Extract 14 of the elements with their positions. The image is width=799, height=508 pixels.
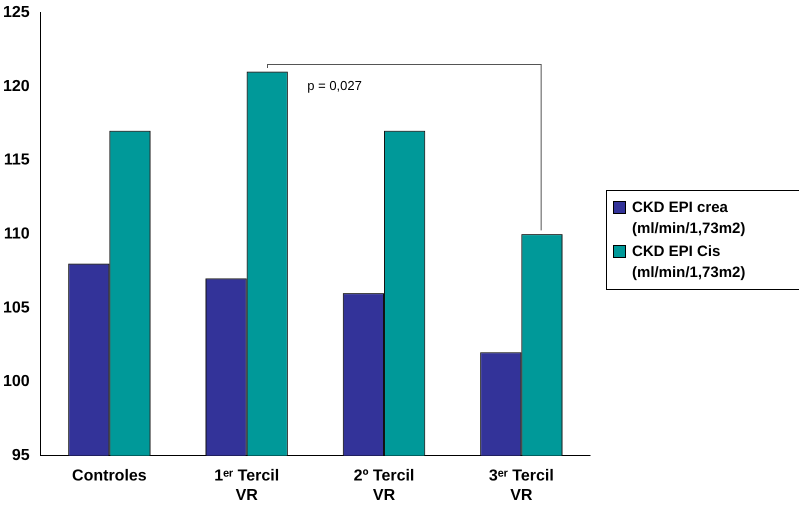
x-tick-label: 1ᵉʳ Tercil VR — [214, 468, 280, 504]
y-tick-label: 125 — [2, 4, 30, 22]
y-tick-label: 110 — [4, 226, 30, 243]
y-tick-label: 120 — [2, 78, 30, 95]
legend-label: CKD EPI crea (ml/min/1,73m2) — [632, 198, 746, 239]
y-tick-label: 105 — [2, 299, 30, 316]
legend-label: CKD EPI Cis (ml/min/1,73m2) — [632, 242, 746, 283]
annotation: p = 0,027 — [307, 78, 362, 93]
x-tick-label: 2º Tercil VR — [354, 468, 414, 504]
y-tick-label: 115 — [4, 152, 30, 169]
x-tick-label: 3ᵉʳ Tercil VR — [488, 468, 554, 504]
y-tick-label: 95 — [12, 447, 30, 464]
y-tick-label: 100 — [2, 373, 30, 390]
x-tick-label: Controles — [72, 468, 147, 485]
